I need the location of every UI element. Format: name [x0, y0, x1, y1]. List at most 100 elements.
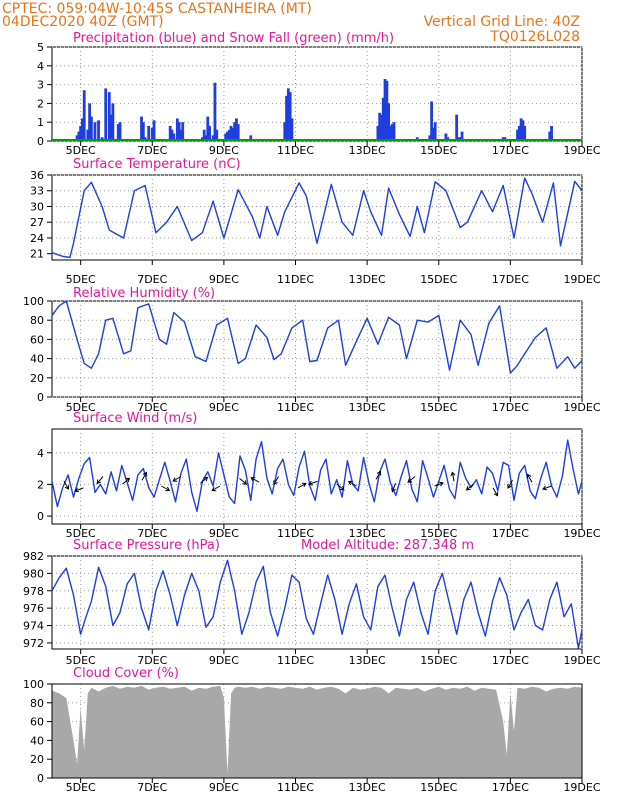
- x-tick-label: 5DEC: [66, 273, 96, 286]
- y-tick-label: 27: [30, 216, 44, 229]
- panels: 0 1 2 3 4 5 5DEC 7DEC 9DEC 11DEC 13DEC 15DEC 17DEC 19…: [23, 31, 601, 794]
- header-model-code: TQ0126L028: [489, 29, 580, 45]
- wind-arrow-shaft: [211, 485, 221, 491]
- wind-arrow-head: [242, 480, 248, 485]
- x-tick-label: 15DEC: [420, 273, 457, 286]
- x-tick-label: 7DEC: [137, 781, 167, 794]
- panel-1: 0 1 2 3 4 5 5DEC 7DEC 9DEC 11DEC 13DEC 15DEC 17DEC 19…: [37, 31, 601, 157]
- wind-arrow-head: [301, 482, 307, 488]
- wind-arrow-shaft: [250, 477, 260, 483]
- wind-arrow-head: [211, 486, 217, 492]
- x-tick-label: 5DEC: [66, 401, 96, 414]
- precip-bar: [88, 103, 92, 141]
- y-tick-label: 60: [30, 333, 44, 346]
- x-tick-label: 19DEC: [563, 273, 600, 286]
- y-tick-label: 80: [30, 314, 44, 327]
- precip-bar: [550, 125, 553, 141]
- precip-bar: [516, 129, 519, 141]
- x-tick-label: 11DEC: [277, 527, 314, 540]
- precip-bar: [147, 125, 151, 141]
- precip-bar: [224, 133, 228, 141]
- wind-arrow-shaft: [348, 481, 357, 487]
- panel-annotation: Model Altitude: 287.348 m: [301, 538, 474, 553]
- panel-3: 0 20 40 60 80 100 5DEC 7DEC 9DEC 11DEC 13DEC 15DEC 1…: [23, 286, 601, 414]
- precip-bar: [82, 90, 86, 141]
- x-tick-label: 7DEC: [137, 654, 167, 667]
- x-tick-label: 15DEC: [420, 527, 457, 540]
- precip-bar: [77, 131, 81, 141]
- precip-bar: [517, 125, 521, 141]
- precip-bar: [430, 101, 433, 141]
- precip-bar: [140, 116, 143, 141]
- precip-bar: [233, 122, 237, 141]
- y-tick-label: 0: [37, 772, 44, 785]
- precip-bar: [460, 131, 464, 141]
- panel-2: 21 24 27 30 33 36 5DEC 7DEC 9DEC 11DEC 13DEC 15DEC 1…: [30, 157, 601, 286]
- precip-bar: [93, 122, 97, 141]
- header-location: CPTEC: 059:04W-10:45S CASTANHEIRA (MT): [2, 1, 312, 17]
- x-tick-label: 7DEC: [137, 144, 167, 157]
- x-tick-label: 11DEC: [277, 144, 314, 157]
- wind-arrow-shaft: [451, 472, 455, 482]
- wind-arrow-head: [450, 471, 456, 477]
- x-tick-label: 19DEC: [563, 654, 600, 667]
- precip-bar: [392, 122, 396, 141]
- x-tick-label: 15DEC: [420, 401, 457, 414]
- y-tick-label: 4: [37, 447, 44, 460]
- wind-arrow-head: [507, 484, 512, 489]
- x-tick-label: 15DEC: [420, 781, 457, 794]
- panel-title: Precipitation (blue) and Snow Fall (gree…: [73, 31, 394, 46]
- precip-bar: [89, 116, 93, 141]
- precip-bar: [387, 103, 391, 141]
- precip-bar: [548, 131, 552, 141]
- precip-bar: [81, 118, 84, 141]
- x-tick-label: 5DEC: [66, 144, 96, 157]
- y-tick-label: 20: [30, 753, 44, 766]
- x-tick-label: 17DEC: [492, 527, 529, 540]
- panel-title: Relative Humidity (%): [73, 286, 215, 301]
- precip-bar: [170, 129, 174, 141]
- wind-arrow-head: [526, 473, 532, 479]
- wind-arrow-shaft: [407, 476, 416, 483]
- wind-arrow-head: [465, 485, 471, 491]
- y-tick-label: 80: [30, 697, 44, 710]
- precip-bar: [235, 118, 238, 141]
- x-tick-label: 19DEC: [563, 401, 600, 414]
- panel-title: Surface Temperature (nC): [73, 157, 241, 172]
- precip-bar: [431, 127, 435, 141]
- plot-frame-top: [51, 683, 583, 779]
- wind-arrow-shaft: [542, 485, 552, 490]
- panel-title: Surface Wind (m/s): [73, 411, 197, 426]
- precip-bar: [390, 124, 394, 141]
- x-tick-label: 15DEC: [420, 654, 457, 667]
- wind-arrow-shaft: [122, 477, 130, 485]
- wind-arrow-head: [407, 478, 413, 483]
- precip-bar: [521, 120, 525, 141]
- precip-bar: [389, 125, 392, 141]
- wind-arrow-head: [376, 470, 382, 476]
- precip-bar: [109, 114, 113, 141]
- y-tick-label: 40: [30, 353, 44, 366]
- precip-bar: [204, 135, 208, 141]
- x-tick-label: 9DEC: [209, 527, 239, 540]
- precip-bar: [286, 88, 290, 141]
- series-line: [51, 300, 583, 374]
- wind-arrow-head: [391, 487, 396, 493]
- precip-bar: [285, 95, 288, 141]
- precip-bar: [376, 125, 380, 141]
- x-tick-label: 7DEC: [137, 527, 167, 540]
- precip-bar: [213, 82, 217, 141]
- precip-bar: [523, 125, 527, 141]
- x-tick-label: 9DEC: [209, 273, 239, 286]
- wind-arrow-head: [438, 481, 444, 487]
- y-tick-label: 100: [23, 295, 44, 308]
- precip-bar: [236, 124, 240, 141]
- precip-bar: [181, 122, 185, 141]
- x-tick-label: 9DEC: [209, 401, 239, 414]
- precip-bar: [177, 122, 181, 141]
- x-tick-label: 11DEC: [277, 781, 314, 794]
- y-tick-label: 976: [23, 602, 44, 615]
- wind-arrow-shaft: [63, 480, 69, 490]
- wind-arrow-head: [250, 477, 256, 482]
